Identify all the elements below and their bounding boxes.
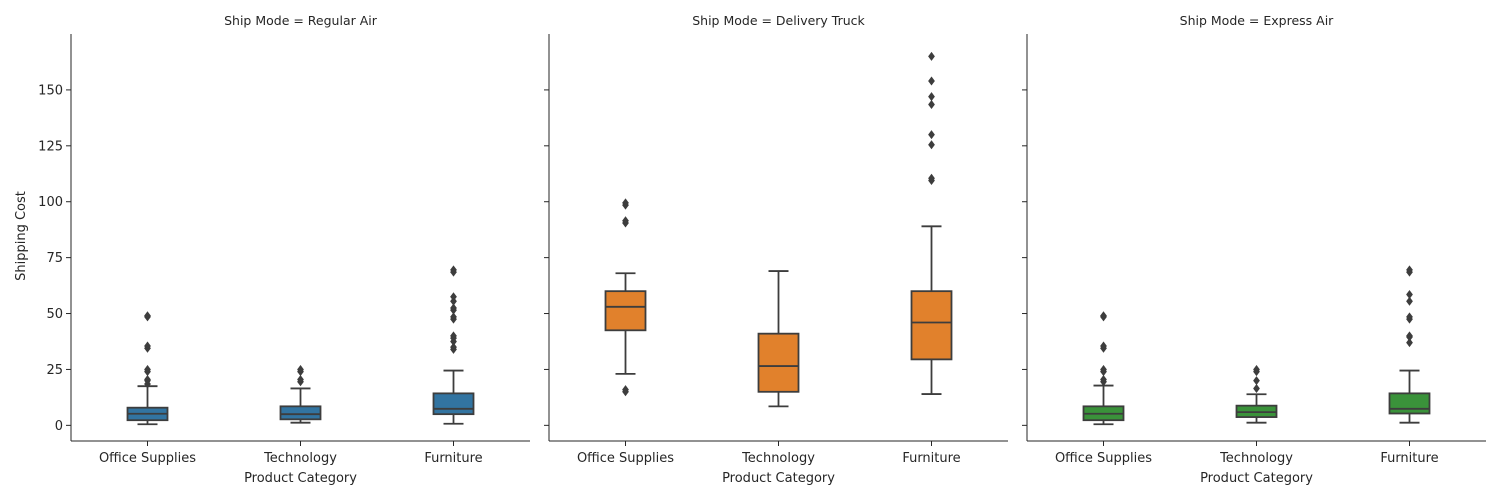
outlier-point (1406, 265, 1413, 275)
outlier-point (928, 51, 935, 61)
outlier-point (1406, 338, 1413, 348)
outlier-point (297, 375, 304, 385)
panel-title: Ship Mode = Delivery Truck (692, 13, 865, 28)
outlier-point (1100, 341, 1107, 351)
box-furniture (1388, 265, 1431, 424)
x-tick-label: Furniture (902, 451, 960, 466)
outlier-point (928, 99, 935, 109)
panel-3: Ship Mode = Express Air Office Supplies Te… (1022, 13, 1486, 486)
y-tick-label: 0 (55, 419, 63, 434)
iqr-box (757, 332, 800, 393)
outlier-point (144, 341, 151, 351)
box-furniture (432, 265, 475, 425)
outlier-point (450, 342, 457, 352)
x-axis-title: Product Category (244, 471, 357, 486)
iqr-box (910, 290, 953, 361)
y-tick-label: 100 (38, 195, 63, 210)
box-technology (757, 270, 800, 408)
outlier-point (144, 364, 151, 374)
outlier-point (1406, 290, 1413, 300)
y-axis-title: Shipping Cost (14, 191, 29, 281)
x-tick-label: Furniture (424, 451, 482, 466)
outlier-point (928, 140, 935, 150)
outlier-point (1100, 311, 1107, 321)
panel-1: Ship Mode = Regular Air 0 25 50 75 100 125 150 O… (38, 13, 530, 486)
outlier-point (450, 331, 457, 341)
outlier-point (450, 292, 457, 302)
outlier-point (144, 311, 151, 321)
panel-title: Ship Mode = Express Air (1180, 13, 1335, 28)
box-technology (279, 364, 322, 424)
x-tick-label: Office Supplies (1055, 451, 1152, 466)
box-office-supplies (604, 198, 647, 397)
outlier-point (622, 216, 629, 226)
outlier-point (450, 265, 457, 275)
outlier-point (928, 76, 935, 86)
y-tick-label: 25 (46, 363, 63, 378)
outlier-point (450, 312, 457, 322)
box-furniture (910, 51, 953, 395)
outlier-point (1253, 364, 1260, 374)
y-tick-label: 75 (46, 251, 63, 266)
outlier-point (1406, 296, 1413, 306)
x-tick-label: Furniture (1380, 451, 1438, 466)
box-office-supplies (1082, 311, 1125, 426)
outlier-point (450, 303, 457, 313)
outlier-point (622, 385, 629, 395)
panels: Ship Mode = Regular Air 0 25 50 75 100 125 150 O… (38, 13, 1486, 486)
outlier-point (928, 173, 935, 183)
outlier-point (1406, 331, 1413, 341)
box-technology (1235, 364, 1278, 424)
outlier-point (144, 375, 151, 385)
outlier-point (1253, 376, 1260, 386)
x-tick-label: Technology (741, 451, 815, 466)
x-axis-title: Product Category (722, 471, 835, 486)
x-tick-label: Office Supplies (99, 451, 196, 466)
panel-title: Ship Mode = Regular Air (224, 13, 378, 28)
outlier-point (1406, 312, 1413, 322)
outlier-point (928, 130, 935, 140)
outlier-point (622, 198, 629, 208)
x-axis-title: Product Category (1200, 471, 1313, 486)
outlier-point (1100, 375, 1107, 385)
iqr-box (432, 392, 475, 416)
outlier-point (297, 364, 304, 374)
outlier-point (1100, 364, 1107, 374)
iqr-box (279, 405, 322, 421)
y-tick-label: 50 (46, 307, 63, 322)
y-tick-label: 125 (38, 139, 63, 154)
outlier-point (1253, 383, 1260, 393)
iqr-box (604, 290, 647, 332)
x-tick-label: Technology (1219, 451, 1293, 466)
box-office-supplies (126, 311, 169, 426)
panel-2: Ship Mode = Delivery Truck Office Supplie… (544, 13, 1008, 486)
x-tick-label: Office Supplies (577, 451, 674, 466)
x-tick-label: Technology (263, 451, 337, 466)
iqr-box (1388, 392, 1431, 415)
outlier-point (928, 92, 935, 102)
y-tick-label: 150 (38, 83, 63, 98)
